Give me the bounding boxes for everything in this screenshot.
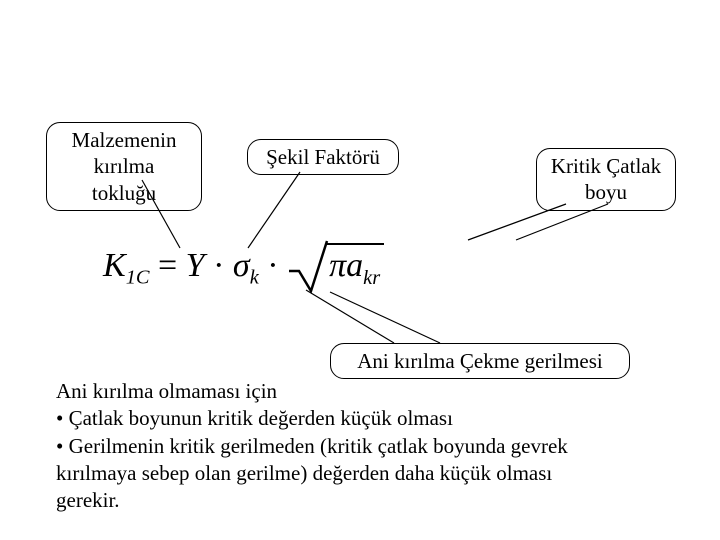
body-line5: gerekir. xyxy=(56,487,676,514)
eq-equals: = xyxy=(149,247,185,284)
eq-sqrt-content: πakr xyxy=(327,243,384,290)
body-explanation: Ani kırılma olmaması için • Çatlak boyun… xyxy=(56,378,676,514)
eq-pi: π xyxy=(329,247,346,284)
callout-critical-crack: Kritik Çatlak boyu xyxy=(536,148,676,211)
body-line2: • Çatlak boyunun kritik değerden küçük o… xyxy=(56,405,676,432)
eq-sqrt: πakr xyxy=(287,235,384,301)
equation-k1c: K1C = Y · σk · πakr xyxy=(103,235,384,301)
body-line1: Ani kırılma olmaması için xyxy=(56,378,676,405)
callout-critical-line2: boyu xyxy=(549,179,663,205)
eq-subkr: kr xyxy=(363,267,380,289)
callout-shape-factor: Şekil Faktörü xyxy=(247,139,399,175)
body-line4: kırılmaya sebep olan gerilme) değerden d… xyxy=(56,460,676,487)
eq-K: K xyxy=(103,247,126,284)
eq-sigma: σ xyxy=(233,247,250,284)
callout-material-toughness: Malzemenin kırılma tokluğu xyxy=(46,122,202,211)
callout-tensile-stress: Ani kırılma Çekme gerilmesi xyxy=(330,343,630,379)
callout-material-line1: Malzemenin xyxy=(59,127,189,153)
callout-critical-line1: Kritik Çatlak xyxy=(549,153,663,179)
eq-dot1: · xyxy=(205,247,233,284)
eq-a: a xyxy=(346,247,363,284)
body-line3: • Gerilmenin kritik gerilmeden (kritik ç… xyxy=(56,433,676,460)
callout-material-line2: kırılma tokluğu xyxy=(59,153,189,206)
callout-tensile-line1: Ani kırılma Çekme gerilmesi xyxy=(343,348,617,374)
eq-sub1c: 1C xyxy=(126,267,150,289)
callout-shape-line1: Şekil Faktörü xyxy=(260,144,386,170)
eq-Y: Y xyxy=(186,247,205,284)
sqrt-icon xyxy=(287,235,331,295)
eq-dot2: · xyxy=(259,247,287,284)
eq-subk: k xyxy=(250,267,259,289)
